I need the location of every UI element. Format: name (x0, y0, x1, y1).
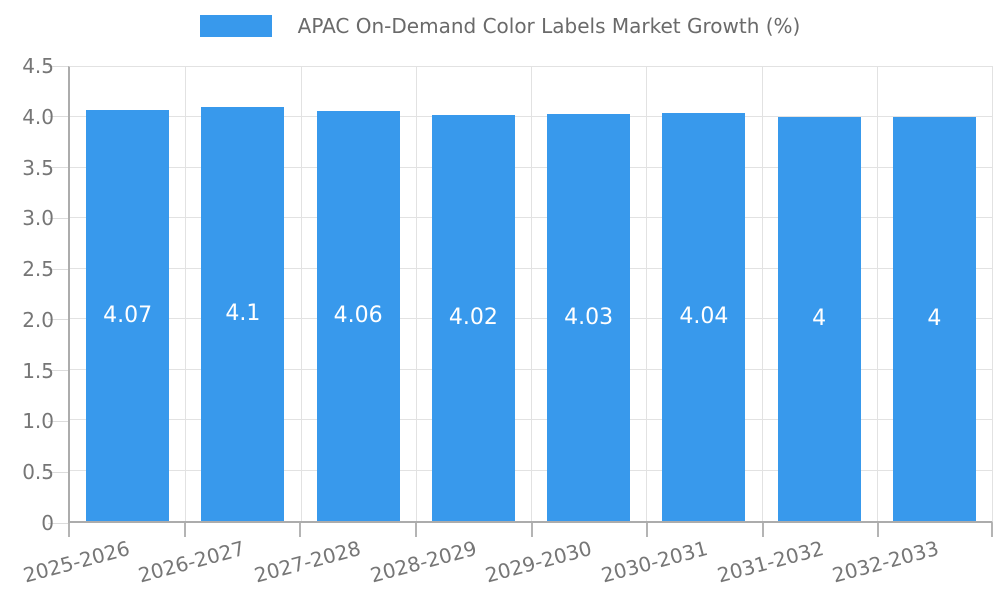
x-tick-label: 2027-2028 (251, 536, 364, 588)
bar-value-label: 4.06 (333, 303, 383, 329)
y-tick (48, 217, 68, 219)
bar-value-label: 4.03 (564, 304, 614, 330)
y-tick (48, 370, 68, 372)
y-tick-label: 4.0 (22, 104, 54, 129)
bar: 4.06 (316, 111, 400, 521)
bar-value-label: 4 (812, 306, 827, 332)
x-tick (414, 523, 417, 537)
bar-value-label: 4.04 (679, 304, 729, 330)
y-tick-label: 3.0 (22, 206, 54, 231)
x-gridline (185, 67, 187, 521)
x-tick-label: 2031-2032 (714, 536, 826, 588)
x-gridline (300, 67, 302, 521)
x-gridline (761, 67, 763, 521)
bar: 4 (777, 117, 861, 521)
x-gridline (876, 67, 878, 521)
bar: 4.1 (201, 107, 285, 521)
y-tick-label: 2.0 (22, 307, 54, 332)
x-tick (991, 523, 993, 537)
x-gridline (415, 67, 417, 521)
y-tick (48, 167, 68, 169)
y-tick (48, 268, 68, 270)
y-tick-label: 2.5 (22, 257, 54, 282)
y-tick-label: 4.5 (22, 54, 54, 78)
bar: 4.07 (86, 110, 170, 521)
y-tick (48, 420, 68, 422)
x-tick (183, 523, 186, 537)
y-tick-label: 1.0 (22, 409, 54, 434)
y-tick (48, 471, 68, 473)
x-tick-label: 2025-2026 (20, 536, 133, 588)
x-tick (646, 523, 649, 537)
x-tick (530, 523, 533, 537)
x-tick-label: 2026-2027 (136, 536, 248, 588)
bar: 4.02 (431, 115, 515, 521)
plot-area: 4.07 4.1 4.06 4.02 4.03 4.04 4 4 (68, 66, 993, 523)
x-tick (877, 523, 880, 537)
y-tick (48, 65, 68, 67)
y-tick (48, 116, 68, 118)
x-tick-label: 2030-2031 (598, 536, 711, 588)
bar-value-label: 4.02 (448, 305, 498, 331)
x-tick (761, 523, 764, 537)
x-gridline (531, 67, 532, 521)
y-tick-label: 3.5 (22, 155, 54, 180)
y-tick-label: 1.5 (22, 358, 54, 383)
y-tick (48, 319, 68, 321)
x-gridline (646, 67, 648, 521)
bar-value-label: 4.1 (225, 301, 261, 327)
x-tick-label: 2029-2030 (483, 536, 595, 588)
bar-value-label: 4.07 (103, 302, 153, 328)
y-tick-label: 0 (41, 511, 54, 535)
x-tick-label: 2028-2029 (367, 536, 479, 588)
bar: 4 (892, 117, 976, 521)
y-tick (48, 522, 68, 524)
x-tick-label: 2032-2033 (829, 536, 942, 588)
y-tick-label: 0.5 (22, 460, 54, 485)
legend: APAC On-Demand Color Labels Market Growt… (0, 14, 1000, 38)
bar: 4.04 (662, 113, 746, 521)
chart-title: APAC On-Demand Color Labels Market Growt… (297, 14, 801, 38)
x-tick (68, 523, 70, 537)
x-tick (299, 523, 302, 537)
legend-swatch (199, 15, 272, 37)
bar: 4.03 (547, 114, 631, 521)
bar-value-label: 4 (927, 306, 942, 332)
